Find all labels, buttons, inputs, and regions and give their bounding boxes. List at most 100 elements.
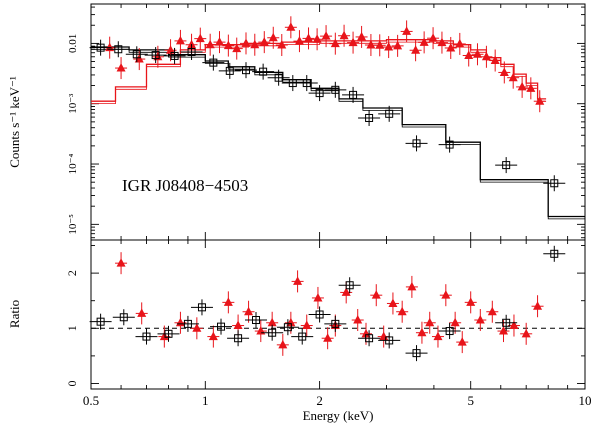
x-tick-label: 1 bbox=[202, 393, 209, 408]
red-data-point bbox=[223, 40, 233, 50]
black-data-point bbox=[96, 43, 105, 52]
red-data-point bbox=[205, 39, 215, 49]
black-data-point bbox=[114, 45, 123, 54]
black-ratio-point bbox=[119, 313, 128, 322]
model-step-line bbox=[91, 49, 585, 220]
red-ratio-point bbox=[137, 308, 147, 317]
x-tick-label: 10 bbox=[579, 393, 592, 408]
red-data-point bbox=[321, 31, 331, 40]
red-ratio-point bbox=[293, 276, 303, 285]
black-ratio-point bbox=[96, 317, 105, 326]
ratio-y-tick-label: 1 bbox=[65, 325, 79, 331]
black-ratio-point bbox=[345, 281, 354, 290]
red-data-point bbox=[481, 51, 491, 61]
black-ratio-point bbox=[445, 327, 454, 336]
red-data-point bbox=[166, 45, 176, 54]
black-ratio-point bbox=[550, 249, 559, 258]
source-annotation: IGR J08408−4503 bbox=[122, 176, 248, 195]
red-data-point bbox=[348, 37, 358, 47]
spectrum-y-tick-label: 10⁻⁵ bbox=[67, 214, 79, 235]
red-data-point bbox=[411, 45, 421, 54]
black-data-point bbox=[132, 50, 141, 59]
red-data-point bbox=[187, 39, 197, 49]
red-ratio-point bbox=[323, 333, 333, 342]
black-data-point bbox=[365, 113, 374, 122]
red-data-point bbox=[402, 26, 412, 35]
red-data-point bbox=[375, 40, 385, 49]
red-data-point bbox=[419, 37, 429, 46]
red-ratio-point bbox=[441, 290, 451, 299]
red-ratio-point bbox=[208, 331, 218, 341]
spectrum-y-tick-label: 10⁻⁴ bbox=[67, 154, 79, 175]
red-data-point bbox=[294, 36, 304, 45]
black-data-point bbox=[225, 66, 234, 75]
black-ratio-point bbox=[183, 319, 192, 328]
red-data-point bbox=[455, 38, 465, 48]
red-ratio-point bbox=[116, 258, 126, 267]
x-axis-label: Energy (keV) bbox=[303, 408, 374, 423]
x-tick-label: 2 bbox=[316, 393, 323, 408]
ratio-y-tick-label: 2 bbox=[65, 270, 79, 276]
black-ratio-point bbox=[164, 329, 173, 338]
spectrum-axes: 10⁻⁵ 10⁻⁴ 10⁻³ 0.01 bbox=[67, 4, 586, 240]
red-data-point bbox=[339, 30, 349, 40]
black-ratio-point bbox=[217, 322, 226, 331]
red-ratio-point bbox=[475, 315, 485, 324]
red-data-point bbox=[437, 37, 447, 47]
spectrum-points bbox=[89, 16, 566, 192]
red-data-point bbox=[366, 40, 376, 49]
red-data-point bbox=[232, 43, 242, 53]
black-data-point bbox=[331, 85, 340, 94]
red-ratio-point bbox=[353, 315, 363, 324]
black-ratio-point bbox=[268, 328, 277, 337]
red-ratio-point bbox=[498, 326, 508, 335]
red-data-point bbox=[175, 35, 185, 45]
red-ratio-point bbox=[407, 281, 417, 291]
red-ratio-point bbox=[466, 297, 476, 306]
red-data-point bbox=[286, 22, 296, 31]
red-ratio-point bbox=[417, 327, 427, 337]
red-ratio-point bbox=[371, 290, 381, 299]
red-ratio-point bbox=[233, 320, 243, 330]
red-ratio-point bbox=[397, 306, 407, 316]
black-data-point bbox=[315, 89, 324, 98]
red-data-point bbox=[215, 37, 225, 46]
ratio-y-axis-label: Ratio bbox=[7, 300, 22, 328]
x-tick-label: 5 bbox=[467, 393, 474, 408]
black-data-point bbox=[502, 161, 511, 170]
red-ratio-point bbox=[223, 297, 233, 306]
red-ratio-point bbox=[192, 323, 202, 332]
red-data-point bbox=[241, 38, 251, 47]
red-data-point bbox=[535, 96, 545, 105]
black-ratio-point bbox=[197, 303, 206, 312]
red-data-point bbox=[384, 42, 394, 51]
black-data-point bbox=[259, 67, 268, 76]
red-ratio-point bbox=[267, 317, 277, 327]
red-data-point bbox=[499, 67, 509, 76]
black-data-point bbox=[412, 139, 421, 148]
red-data-point bbox=[490, 55, 500, 65]
red-ratio-point bbox=[388, 298, 398, 307]
spectrum-models bbox=[91, 39, 585, 220]
black-ratio-point bbox=[298, 332, 307, 341]
black-data-point bbox=[385, 109, 394, 118]
red-ratio-point bbox=[425, 317, 435, 327]
ratio-panel-frame bbox=[90, 239, 586, 390]
red-ratio-point bbox=[313, 292, 323, 302]
spectrum-y-axis-label: Counts s⁻¹ keV⁻¹ bbox=[7, 76, 22, 168]
red-data-point bbox=[357, 31, 367, 41]
black-ratio-point bbox=[502, 318, 511, 327]
black-data-point bbox=[151, 51, 160, 60]
black-ratio-point bbox=[365, 334, 374, 343]
red-data-point bbox=[259, 37, 269, 46]
black-data-point bbox=[445, 140, 454, 149]
black-ratio-point bbox=[234, 334, 243, 343]
model-step-line bbox=[91, 41, 547, 104]
red-ratio-point bbox=[509, 320, 519, 330]
ratio-points bbox=[89, 245, 566, 362]
red-data-point bbox=[526, 83, 536, 92]
red-ratio-point bbox=[278, 339, 288, 349]
red-data-point bbox=[428, 33, 438, 42]
